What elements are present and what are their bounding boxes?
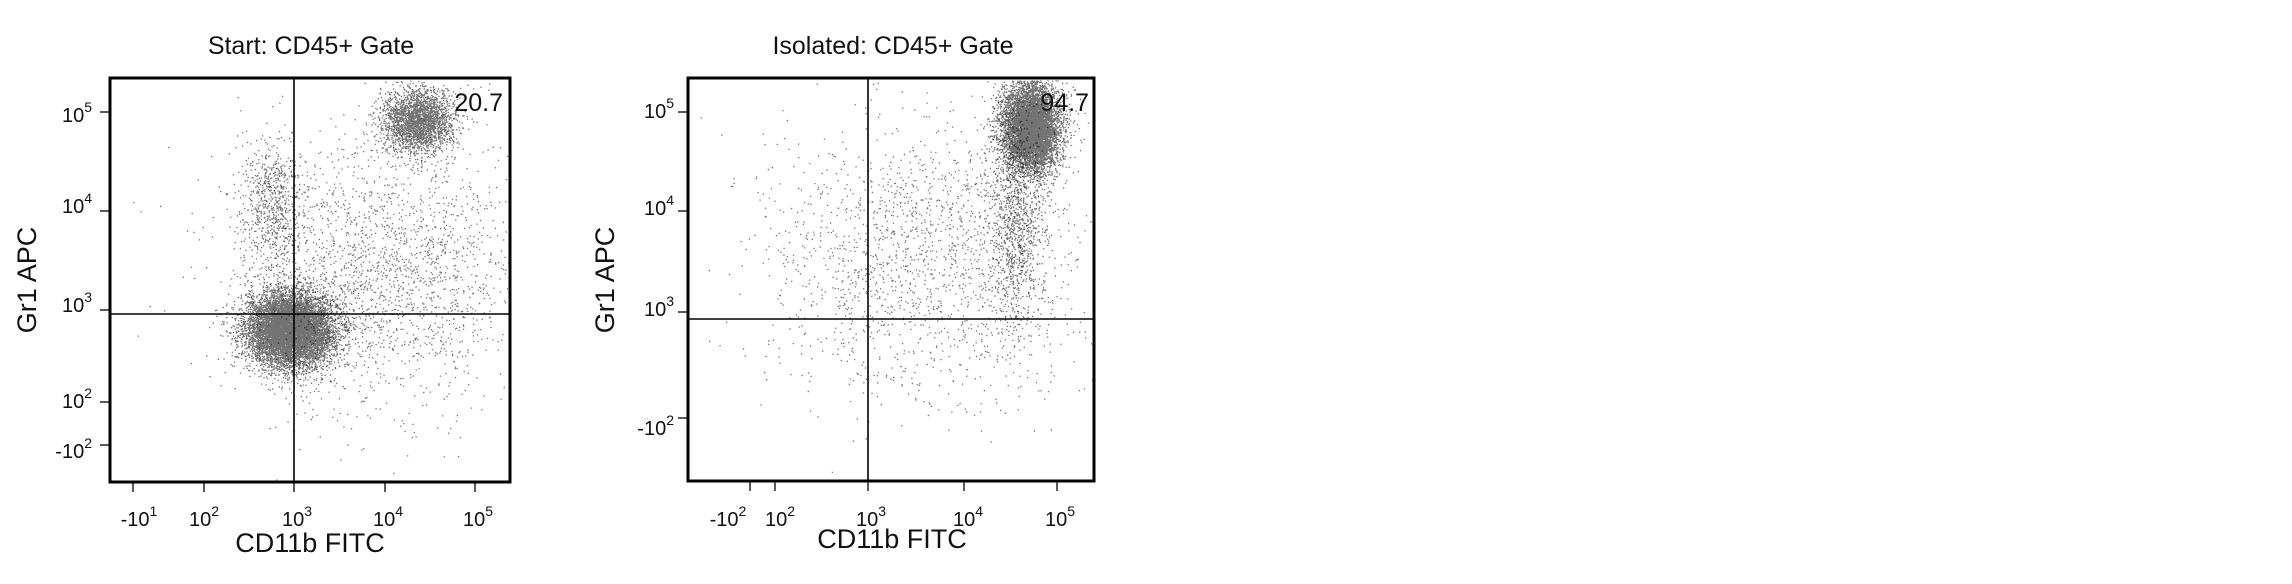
x-tick-base: -10 [710,509,739,531]
y-tick-base: 10 [62,196,84,218]
x-tick-exponent: 4 [975,503,983,519]
x-tick-exponent: 5 [1067,503,1075,519]
svg-text:102: 102 [189,503,219,531]
y-tick-base: 10 [644,198,666,220]
x-tick: 102 [189,482,219,531]
x-tick: 104 [373,482,403,531]
x-tick-exponent: 3 [304,503,312,519]
x-tick: -102 [710,481,751,531]
x-tick-base: 10 [953,509,975,531]
svg-text:102: 102 [765,503,795,531]
y-tick-base: 10 [62,105,84,127]
svg-text:103: 103 [282,503,312,531]
y-tick-base: 10 [644,101,666,123]
x-tick-base: 10 [463,509,485,531]
scatter-point-cloud [356,80,490,178]
x-axis: -101 102 103 104 [121,482,493,531]
y-tick: 102 [62,385,110,413]
svg-text:103: 103 [856,503,886,531]
x-tick-base: 10 [373,509,395,531]
x-tick-exponent: 5 [485,503,493,519]
y-axis: -102 102 103 104 [55,99,110,463]
x-tick: 105 [1045,481,1075,531]
x-tick-exponent: 2 [211,503,219,519]
y-tick-exponent: 2 [84,435,92,451]
y-tick-base: 10 [62,391,84,413]
panel-start: Start: CD45+ Gate 20.7 -101 102 [12,32,512,558]
y-tick-exponent: 5 [666,95,674,111]
svg-text:103: 103 [644,293,674,321]
panel-title: Start: CD45+ Gate [208,32,414,60]
y-tick: 105 [62,99,110,127]
quadrant-value: 94.7 [1040,89,1089,117]
scatter-point-cloud [225,106,317,310]
x-tick-base: 10 [1045,509,1067,531]
svg-text:102: 102 [62,385,92,413]
scatter-points [700,80,1094,474]
y-tick-exponent: 2 [666,412,674,428]
x-tick-exponent: 1 [150,503,158,519]
svg-text:105: 105 [62,99,92,127]
x-tick: 102 [765,481,795,531]
x-tick: -101 [121,482,158,531]
x-tick: 103 [856,481,886,531]
scatter-point-cloud [968,81,1066,374]
x-tick-exponent: 2 [739,503,747,519]
x-tick-exponent: 3 [878,503,886,519]
x-tick-base: 10 [189,509,211,531]
y-axis-label: Gr1 APC [12,227,42,334]
x-tick-base: -10 [121,509,150,531]
scatter-points [133,80,510,481]
plot-frame [108,76,512,484]
scatter-point-cloud [209,259,375,395]
panel-isolated: Isolated: CD45+ Gate 94.7 -102 102 [590,32,1096,554]
x-tick-exponent: 4 [395,503,403,519]
y-tick-exponent: 5 [84,99,92,115]
x-tick-base: 10 [765,509,787,531]
svg-text:104: 104 [62,190,92,218]
x-axis: -102 102 103 104 [710,481,1075,531]
y-tick: 104 [644,192,688,220]
svg-text:104: 104 [373,503,403,531]
y-tick-exponent: 3 [666,293,674,309]
svg-text:-102: -102 [637,412,674,440]
svg-text:-102: -102 [710,503,747,531]
y-tick: 105 [644,95,688,123]
x-tick: 103 [282,482,312,531]
quadrant-value: 20.7 [454,89,503,117]
y-tick: -102 [637,412,688,440]
y-tick-exponent: 4 [84,190,92,206]
x-tick: 105 [463,482,493,531]
x-axis-label: CD11b FITC [235,528,385,558]
svg-text:105: 105 [463,503,493,531]
y-tick-base: -10 [55,441,84,463]
panel-title: Isolated: CD45+ Gate [772,32,1013,60]
y-tick-exponent: 2 [84,385,92,401]
y-axis-label: Gr1 APC [590,227,620,334]
y-axis: -102 103 104 105 [637,95,688,440]
x-axis-label: CD11b FITC [817,524,967,554]
y-tick: -102 [55,435,110,463]
svg-text:104: 104 [953,503,983,531]
x-tick-exponent: 2 [787,503,795,519]
y-tick-base: 10 [644,299,666,321]
svg-text:103: 103 [62,289,92,317]
y-tick: 103 [62,289,110,317]
y-tick: 103 [644,293,688,321]
x-tick: 104 [953,481,983,531]
y-tick-base: 10 [62,295,84,317]
svg-text:105: 105 [1045,503,1075,531]
y-tick: 104 [62,190,110,218]
y-tick-base: -10 [637,418,666,440]
x-tick-base: 10 [856,509,878,531]
y-tick-exponent: 3 [84,289,92,305]
svg-text:104: 104 [644,192,674,220]
y-tick-exponent: 4 [666,192,674,208]
svg-text:105: 105 [644,95,674,123]
plot-frame [686,76,1096,483]
svg-text:-102: -102 [55,435,92,463]
svg-text:-101: -101 [121,503,158,531]
x-tick-base: 10 [282,509,304,531]
